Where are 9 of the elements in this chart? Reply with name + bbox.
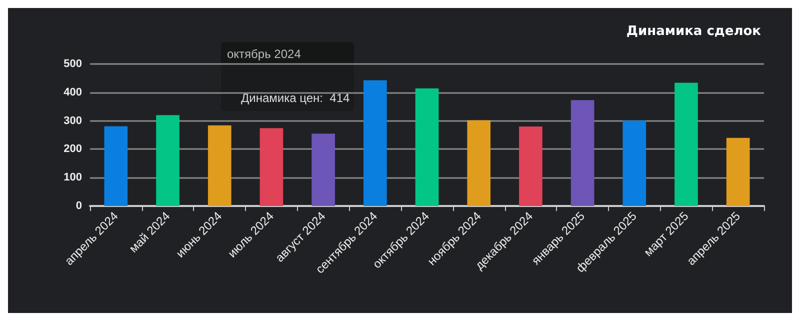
annotation: Динамика цен: 414 xyxy=(241,91,350,105)
y-tick-label: 200 xyxy=(64,143,82,156)
y-tick-label: 400 xyxy=(64,86,82,98)
y-tick-label: 100 xyxy=(64,172,82,184)
y-tick-label: 300 xyxy=(64,114,82,127)
chart-title: Динамика сделок xyxy=(626,24,762,39)
text: октябрь 2024 xyxy=(227,47,302,61)
y-tick-label: 0 xyxy=(76,200,82,212)
y-tick-label: 500 xyxy=(64,58,82,70)
